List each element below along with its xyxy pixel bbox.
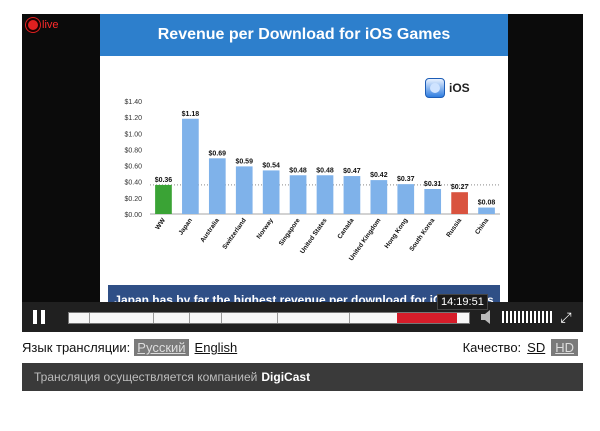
y-tick-label: $0.40 [124, 180, 142, 187]
language-label: Язык трансляции: [22, 340, 131, 355]
player-controls: 14:19:51 ⤢ [22, 294, 583, 332]
bar-japan [182, 118, 199, 214]
x-category-label: Singapore [278, 217, 302, 247]
provider-name: DigiCast [261, 370, 311, 384]
bar-australia [208, 158, 226, 214]
seek-tick [277, 313, 278, 323]
bar-value-label: $0.54 [262, 162, 280, 169]
bar-norway [262, 170, 280, 214]
y-tick-label: $1.00 [124, 131, 142, 138]
video-player[interactable]: live Revenue per Download for iOS Games … [22, 14, 583, 332]
y-tick-label: $1.40 [124, 99, 142, 106]
presentation-slide: Revenue per Download for iOS Games iOS $… [100, 14, 508, 314]
language-option-english[interactable]: English [194, 340, 238, 355]
live-label: live [42, 19, 59, 31]
bar-value-label: $1.18 [182, 111, 200, 118]
x-category-label: Hong Kong [384, 217, 410, 250]
seek-bar[interactable] [68, 312, 470, 324]
language-selector: Язык трансляции: Русский English [22, 339, 239, 356]
provider-bar: Трансляция осуществляется компанией Digi… [22, 363, 583, 391]
x-category-label: Russia [445, 217, 463, 239]
x-category-label: United States [299, 217, 329, 255]
bar-value-label: $0.37 [397, 176, 415, 183]
live-icon [28, 20, 38, 30]
bar-value-label: $0.08 [478, 200, 496, 207]
y-tick-label: $0.00 [124, 212, 142, 219]
seek-progress [397, 313, 457, 323]
bar-canada [343, 176, 361, 214]
volume-slider[interactable] [502, 311, 552, 323]
quality-label: Качество: [462, 340, 522, 355]
bar-singapore [289, 175, 307, 214]
volume-icon[interactable] [480, 309, 494, 325]
slide-title: Revenue per Download for iOS Games [100, 14, 508, 56]
bar-value-label: $0.48 [289, 167, 307, 174]
x-category-label: WW [154, 216, 167, 231]
pause-button[interactable] [26, 306, 52, 328]
seek-tick [153, 313, 154, 323]
ios-badge-label: iOS [449, 81, 470, 95]
bar-value-label: $0.69 [209, 150, 227, 157]
y-tick-label: $0.60 [124, 164, 142, 171]
seek-tick [189, 313, 190, 323]
revenue-bar-chart: $0.00 $0.20 $0.40 $0.60 $0.80 $1.00 $1.20 $1.40… [124, 99, 500, 262]
bar-ww [155, 184, 172, 214]
bar-hong-kong [397, 184, 415, 214]
ios-badge: iOS [425, 78, 470, 98]
bar-value-label: $0.36 [155, 177, 173, 184]
y-tick-label: $0.20 [124, 196, 142, 203]
ios-logo-icon [425, 78, 445, 98]
seek-tick [89, 313, 90, 323]
bar-value-label: $0.59 [235, 158, 253, 165]
live-indicator: live [28, 19, 59, 31]
x-category-label: Australia [199, 217, 221, 244]
y-tick-label: $0.80 [124, 147, 142, 154]
bar-value-label: $0.27 [451, 184, 469, 191]
bar-value-label: $0.48 [316, 167, 334, 174]
x-category-label: Switzerland [221, 217, 247, 251]
bar-value-label: $0.31 [424, 181, 442, 188]
x-category-label: Japan [178, 217, 195, 236]
language-option-russian[interactable]: Русский [134, 339, 189, 356]
bar-united-kingdom [370, 180, 388, 214]
x-category-label: Norway [256, 217, 275, 241]
quality-option-hd[interactable]: HD [551, 339, 578, 356]
bar-switzerland [235, 166, 253, 214]
time-display: 14:19:51 [437, 294, 488, 310]
quality-selector: Качество: SD HD [463, 339, 578, 356]
bar-russia [451, 192, 468, 214]
x-category-label: Canada [336, 217, 355, 241]
quality-option-sd[interactable]: SD [527, 340, 546, 355]
fullscreen-icon[interactable]: ⤢ [560, 309, 572, 325]
y-tick-label: $1.20 [124, 115, 142, 122]
seek-tick [349, 313, 350, 323]
bar-united-states [316, 175, 334, 214]
bar-china [478, 207, 495, 214]
x-category-label: South Korea [408, 217, 436, 253]
seek-tick [221, 313, 222, 323]
bar-value-label: $0.47 [343, 168, 361, 175]
provider-text: Трансляция осуществляется компанией [34, 370, 258, 384]
bar-value-label: $0.42 [370, 172, 388, 179]
x-category-label: China [474, 217, 490, 236]
bar-south-korea [424, 188, 442, 214]
